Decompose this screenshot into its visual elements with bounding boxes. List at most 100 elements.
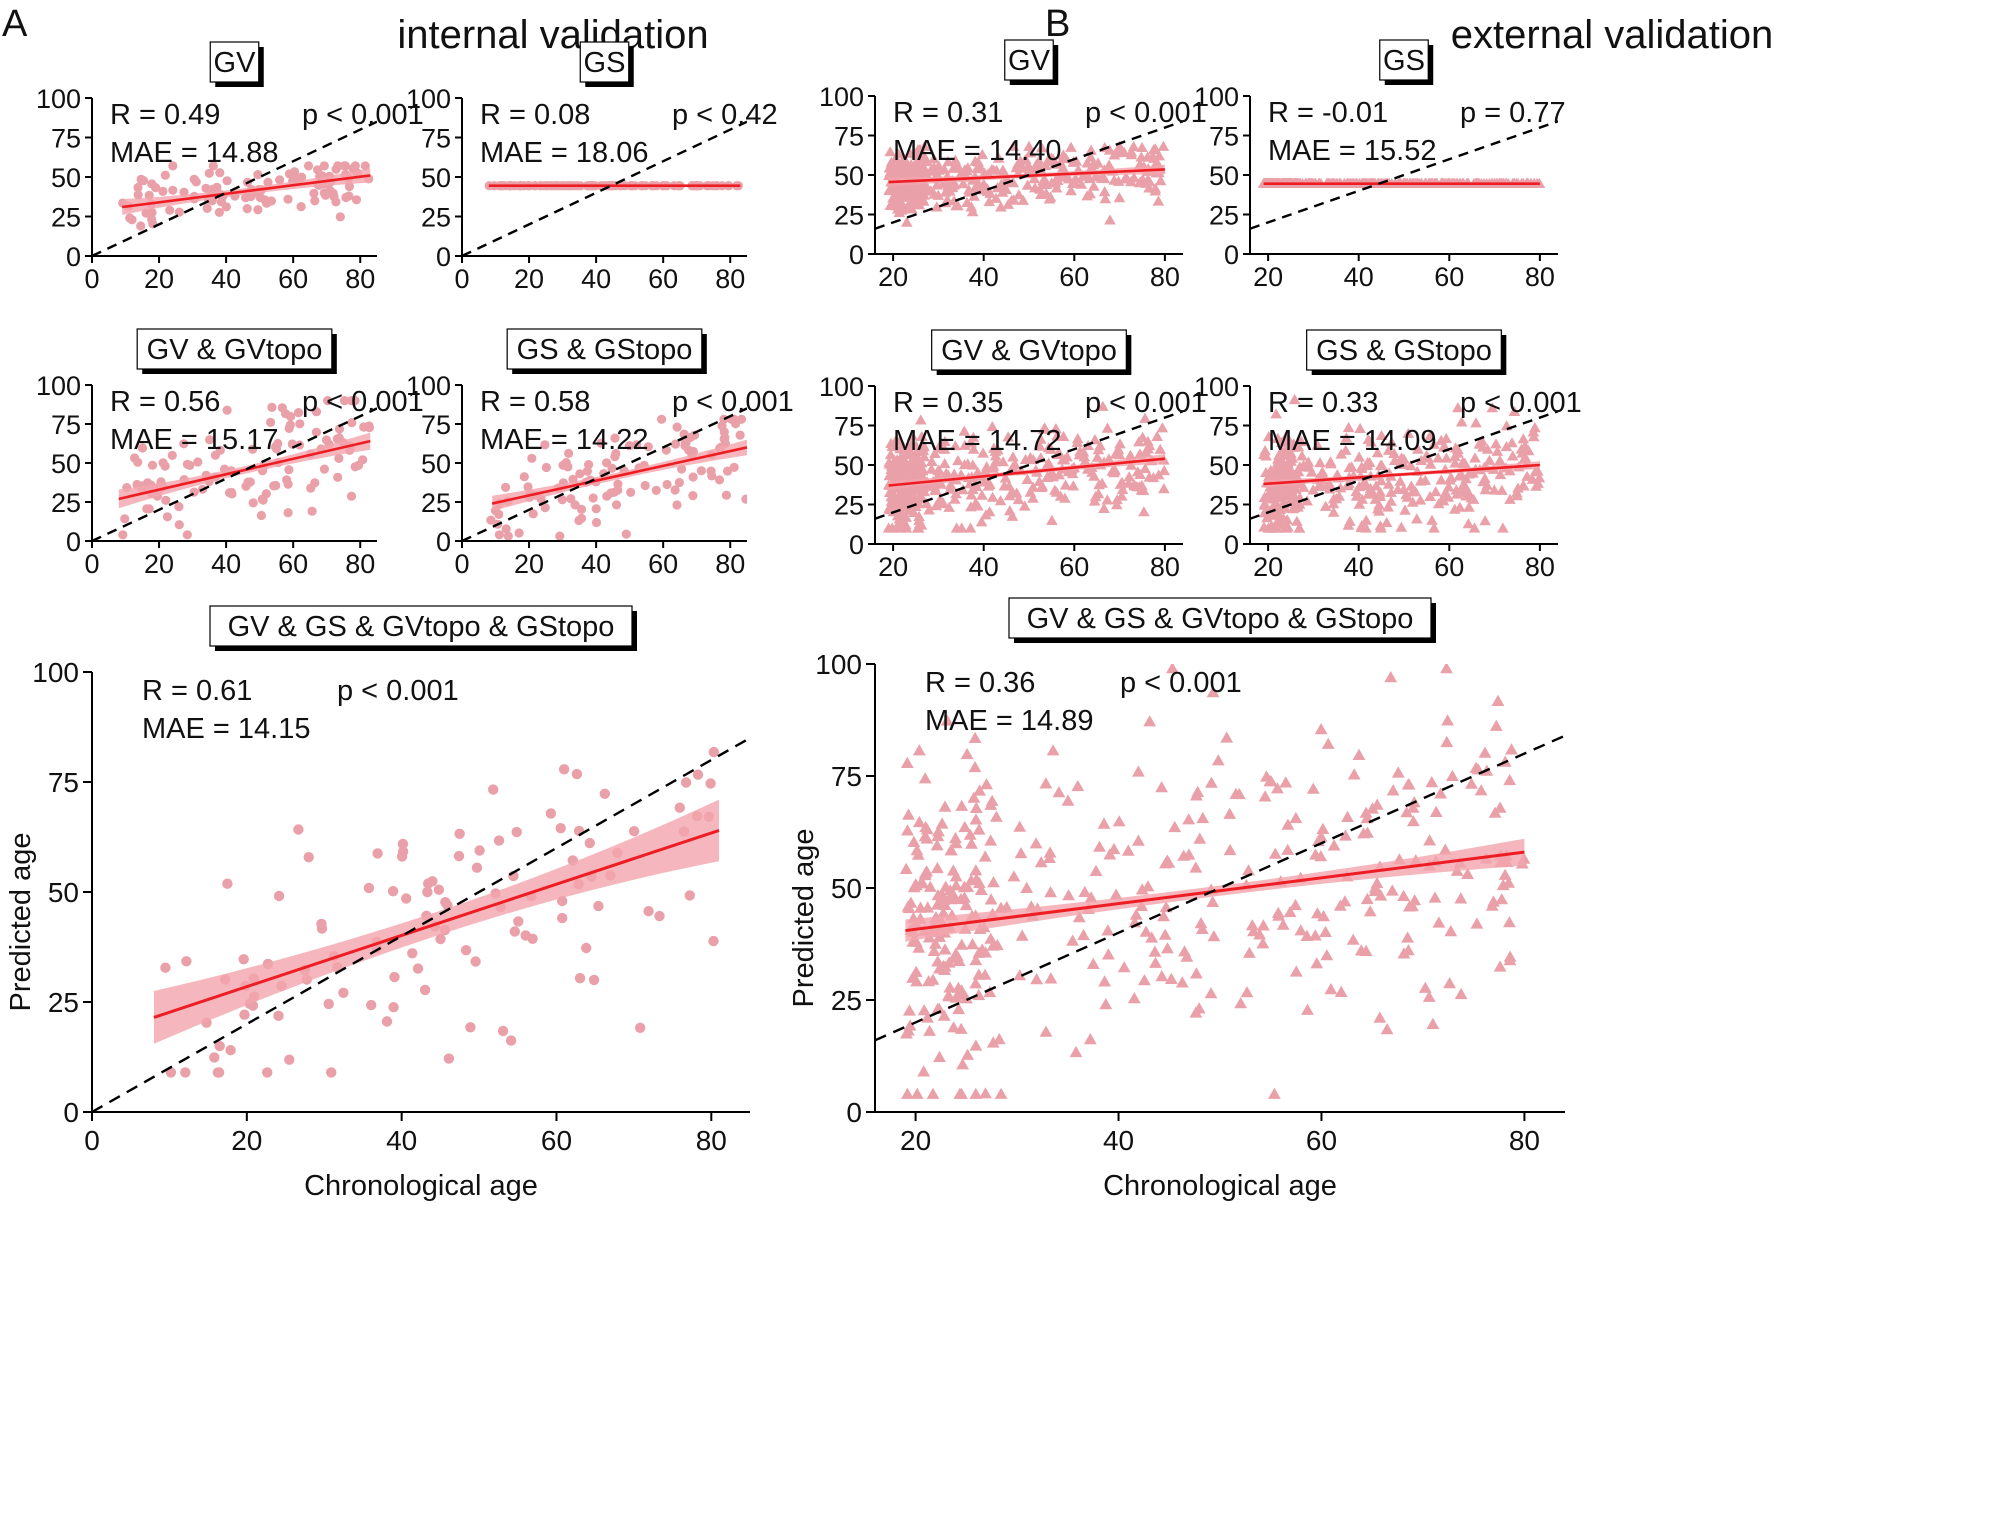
data-point [949,832,962,844]
data-points [118,161,374,231]
data-point [910,1087,924,1099]
data-point [949,837,963,849]
data-point [973,876,986,889]
data-point [949,440,962,451]
data-point [920,498,933,509]
data-point [1505,743,1518,755]
data-point [253,170,263,180]
data-point [966,206,979,217]
data-point [1296,450,1308,461]
y-tick-label: 100 [406,371,451,401]
data-point [1127,992,1141,1004]
data-point [1375,475,1387,486]
chart-title: GV & GVtopo [941,335,1117,367]
data-point [273,1010,284,1021]
data-point [929,937,942,949]
data-point [1327,839,1341,851]
data-point [1182,813,1196,825]
data-point [969,155,981,166]
data-point [1143,715,1157,727]
fit-line [1263,463,1540,486]
y-tick-label: 25 [51,488,81,518]
data-point [284,465,294,475]
data-point [952,1002,966,1015]
data-point [929,447,941,458]
data-point [960,747,974,760]
data-point [916,163,928,174]
data-point [214,1040,225,1052]
data-point [1363,905,1377,917]
data-point [912,815,926,828]
data-point [944,893,957,905]
data-point [503,531,513,541]
data-point [968,760,982,773]
data-point [293,824,304,835]
data-point [909,148,922,159]
data-point [1428,522,1440,533]
data-point [949,879,963,891]
data-point [907,835,921,847]
data-point [222,878,233,889]
data-point [1069,1045,1083,1058]
data-point [1152,195,1165,206]
data-point [1452,447,1464,458]
data-point [1374,889,1388,901]
data-point [1098,186,1111,197]
data-point [1309,848,1322,860]
confidence-band [153,799,719,1044]
x-tick-label: 40 [211,264,241,294]
data-point [341,192,351,203]
data-point [1132,834,1145,846]
data-point [1357,827,1370,839]
data-point [1003,490,1016,501]
data-point [1414,475,1427,486]
data-point [982,480,995,491]
data-point [978,850,992,862]
data-point [1268,847,1282,859]
data-point [925,165,938,176]
chart-title: GS & GStopo [517,334,693,366]
data-point [1259,507,1271,518]
data-point [912,522,925,533]
data-point [930,485,942,496]
data-point [1280,522,1293,533]
data-point [1503,916,1516,928]
data-point [1470,917,1484,929]
data-point [1400,806,1414,818]
data-point [920,823,934,835]
data-point [1493,960,1507,972]
data-point [588,974,600,986]
data-points [882,400,1170,533]
data-point [1276,445,1289,456]
data-point [1398,453,1410,464]
data-point [1072,911,1086,923]
data-point [1024,147,1037,158]
data-point [1339,829,1352,841]
data-point [1061,794,1075,806]
data-point [672,500,682,510]
y-tick-label: 0 [66,527,81,557]
data-point [1320,949,1334,961]
data-point [965,501,977,512]
chart-title: GS [584,47,626,79]
data-point [1027,481,1039,492]
data-point [133,190,143,200]
data-point [347,418,357,428]
data-point [212,1067,224,1078]
y-tick-label: 75 [421,124,451,154]
data-point [1274,456,1287,467]
data-point [1111,499,1123,510]
data-point [1019,153,1032,164]
data-point [1093,479,1105,490]
data-point [984,893,998,905]
data-point [882,522,895,533]
data-point [1038,173,1051,184]
data-point [513,916,524,927]
data-point [1104,214,1116,225]
data-point [1293,522,1306,533]
data-point [1382,501,1394,512]
data-point [972,823,986,835]
data-point [1310,957,1324,969]
y-tick-label: 100 [819,372,864,402]
